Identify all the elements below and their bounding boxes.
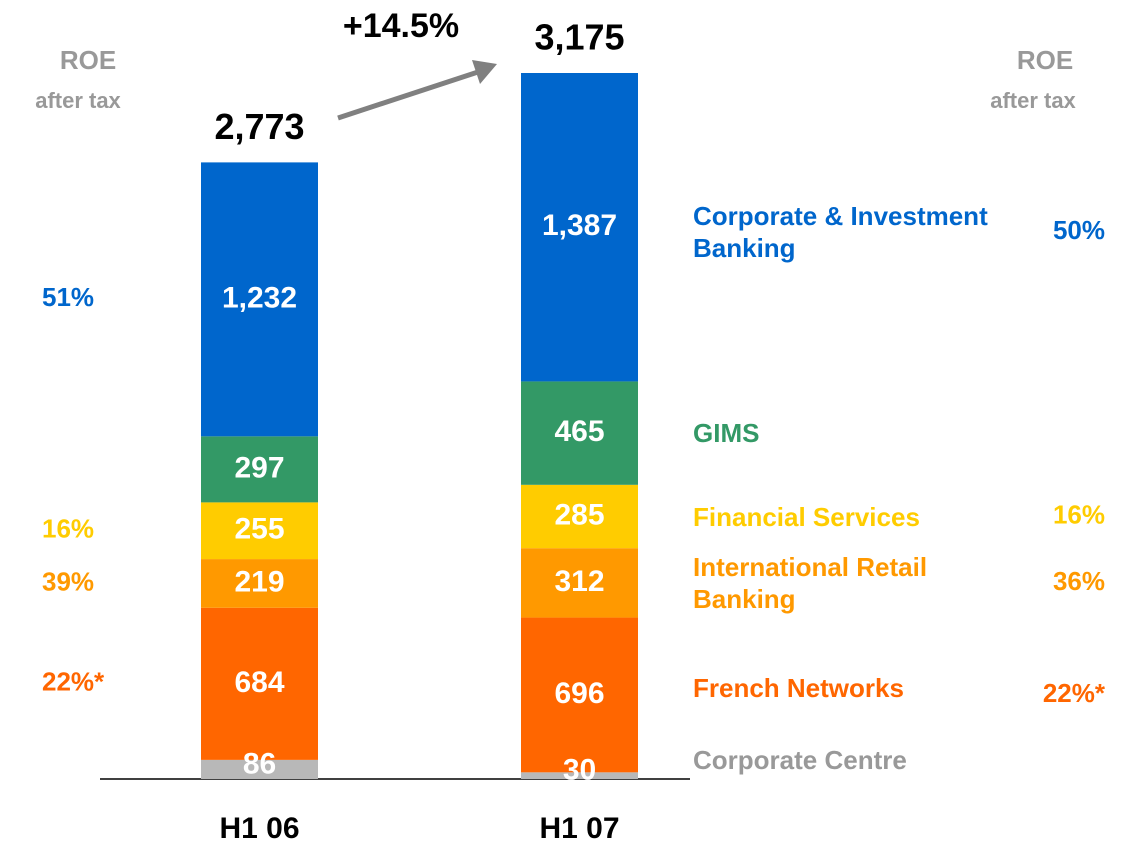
data-label: 219 <box>234 565 284 598</box>
bar-segment <box>201 607 318 760</box>
bar-segment <box>201 162 318 437</box>
legend-label: International Retail Banking <box>693 551 928 614</box>
x-tick-label: H1 07 <box>539 812 619 845</box>
bar-segment <box>521 381 638 485</box>
data-label: 30 <box>563 754 596 787</box>
roe-header-right: ROE <box>1017 45 1073 75</box>
data-label: 465 <box>554 415 604 448</box>
total-label: 3,175 <box>534 17 624 58</box>
roe-label: 51% <box>42 282 94 312</box>
bar-segment <box>521 617 638 773</box>
total-label: 2,773 <box>214 106 304 147</box>
bar-segment <box>201 502 318 560</box>
roe-subheader-right: after tax <box>990 88 1076 113</box>
data-label: 684 <box>234 666 284 699</box>
data-label: 297 <box>234 451 284 484</box>
roe-subheader-left: after tax <box>35 88 121 113</box>
legend-label: Financial Services <box>693 501 920 532</box>
bar-segment <box>521 484 638 549</box>
growth-arrow <box>337 69 479 121</box>
data-label: 1,387 <box>542 209 617 242</box>
bar-segment <box>521 772 638 779</box>
bar-segment <box>521 73 638 382</box>
data-label: 312 <box>554 565 604 598</box>
roe-label: 16% <box>42 514 94 544</box>
data-label: 86 <box>243 747 276 780</box>
data-label: 255 <box>234 513 284 546</box>
legend-label: French Networks <box>693 673 904 703</box>
data-label: 1,232 <box>222 281 297 314</box>
growth-arrowhead <box>472 60 497 84</box>
bar-segment <box>201 759 318 779</box>
legend-label: Corporate Centre <box>693 745 907 775</box>
bar-segment <box>201 559 318 608</box>
bar-segment <box>201 436 318 503</box>
legend-label: Corporate & Investment Banking <box>693 201 988 263</box>
roe-label: 39% <box>42 566 94 596</box>
x-tick-label: H1 06 <box>219 812 299 845</box>
data-label: 696 <box>554 677 604 710</box>
roe-label: 36% <box>1053 566 1105 596</box>
roe-label: 22%* <box>42 667 105 697</box>
roe-label: 22%* <box>1043 678 1106 708</box>
data-label: 285 <box>554 498 604 531</box>
roe-label: 16% <box>1053 499 1105 529</box>
roe-label: 50% <box>1053 215 1105 245</box>
legend-label: GIMS <box>693 418 760 449</box>
growth-label: +14.5% <box>343 7 459 45</box>
roe-header-left: ROE <box>60 45 116 75</box>
bar-segment <box>521 548 638 618</box>
